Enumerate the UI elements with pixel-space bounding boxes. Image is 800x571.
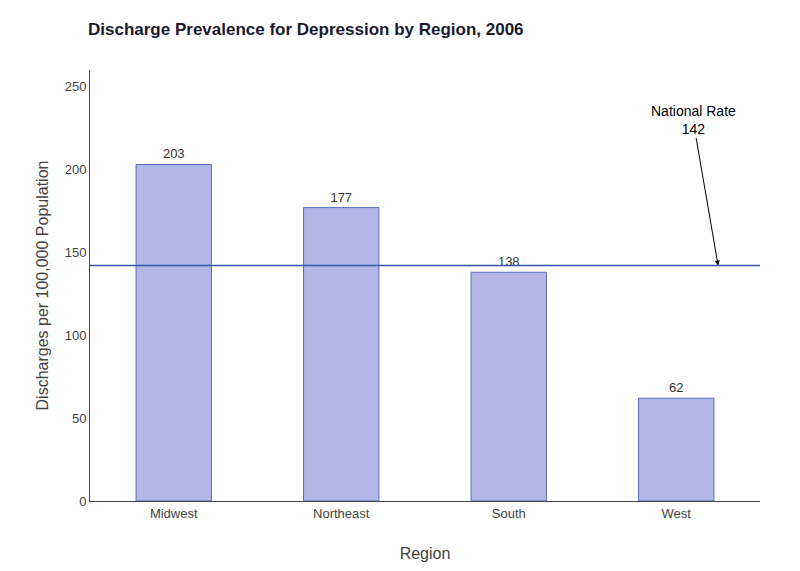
svg-text:177: 177 (330, 190, 352, 205)
svg-text:200: 200 (65, 162, 87, 177)
svg-text:National Rate142: National Rate142 (651, 103, 736, 137)
svg-text:62: 62 (669, 380, 683, 395)
svg-text:203: 203 (163, 146, 185, 161)
svg-text:Discharges per 100,000 Populat: Discharges per 100,000 Population (34, 161, 51, 411)
svg-text:0: 0 (79, 494, 86, 509)
svg-text:138: 138 (498, 254, 520, 269)
svg-text:Midwest: Midwest (150, 506, 198, 521)
svg-text:Northeast: Northeast (313, 506, 370, 521)
svg-text:50: 50 (72, 411, 86, 426)
svg-text:Discharge Prevalence for Depre: Discharge Prevalence for Depression by R… (88, 20, 524, 39)
svg-text:Region: Region (400, 545, 451, 562)
svg-text:100: 100 (65, 328, 87, 343)
svg-text:250: 250 (65, 79, 87, 94)
svg-text:150: 150 (65, 245, 87, 260)
svg-text:South: South (492, 506, 526, 521)
svg-text:West: West (662, 506, 692, 521)
